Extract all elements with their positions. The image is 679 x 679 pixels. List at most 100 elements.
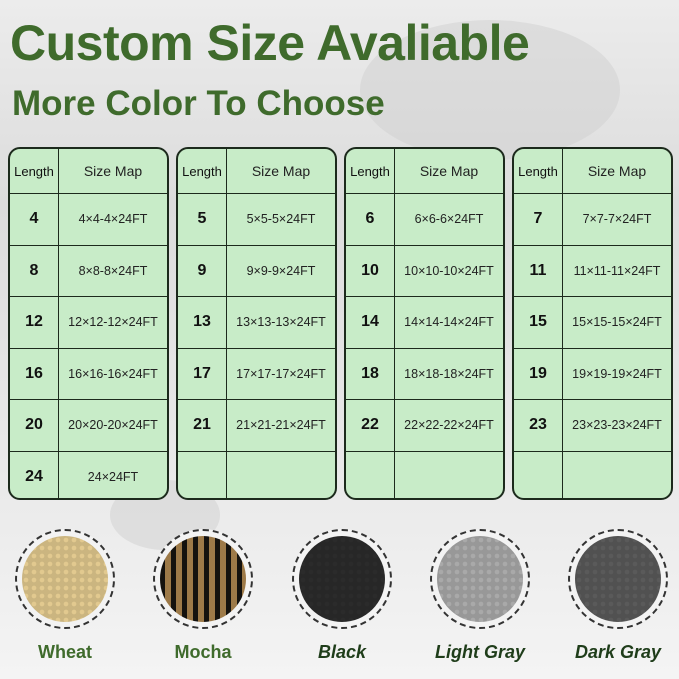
table-header: Length Size Map — [10, 149, 167, 194]
size-map-header: Size Map — [587, 163, 647, 179]
length-cell: 14 — [346, 297, 395, 348]
length-cell: 16 — [10, 348, 59, 399]
size-cell: 17×17-17×24FT — [236, 366, 326, 381]
table-row: 6 6×6-6×24FT — [346, 194, 503, 246]
size-cell: 22×22-22×24FT — [404, 418, 494, 433]
size-cell: 12×12-12×24FT — [68, 315, 158, 330]
color-label: Mocha — [174, 642, 232, 662]
table-row — [514, 451, 671, 499]
size-cell: 4×4-4×24FT — [78, 212, 148, 227]
length-cell: 8 — [10, 245, 59, 296]
table-row: 5 5×5-5×24FT — [178, 194, 335, 246]
table-row: 12 12×12-12×24FT — [10, 297, 167, 349]
size-cell — [563, 452, 671, 499]
table-row: 18 18×18-18×24FT — [346, 348, 503, 400]
length-cell: 22 — [346, 400, 395, 451]
length-cell: 12 — [10, 297, 59, 348]
page-subtitle: More Color To Choose — [12, 84, 385, 123]
size-cell — [395, 452, 503, 499]
size-cell: 21×21-21×24FT — [236, 418, 326, 433]
size-cell: 24×24FT — [87, 470, 139, 485]
length-cell: 4 — [10, 194, 59, 245]
table-row: 21 21×21-21×24FT — [178, 400, 335, 452]
length-cell: 24 — [10, 451, 59, 498]
size-cell: 23×23-23×24FT — [572, 418, 662, 433]
table-row: 7 7×7-7×24FT — [514, 194, 671, 246]
length-cell: 7 — [514, 194, 563, 245]
length-cell: 5 — [178, 194, 227, 245]
table-row: 20 20×20-20×24FT — [10, 400, 167, 452]
length-cell: 6 — [346, 194, 395, 245]
table-row: 17 17×17-17×24FT — [178, 348, 335, 400]
size-cell: 14×14-14×24FT — [404, 315, 494, 330]
table-row — [346, 451, 503, 499]
size-cell: 9×9-9×24FT — [246, 263, 316, 278]
size-cell — [227, 452, 335, 499]
size-cell: 10×10-10×24FT — [404, 263, 494, 278]
size-cell: 16×16-16×24FT — [68, 366, 158, 381]
size-cell: 6×6-6×24FT — [414, 212, 484, 227]
length-cell: 20 — [10, 400, 59, 451]
page-title: Custom Size Avaliable — [10, 15, 530, 71]
size-map-header: Size Map — [83, 163, 143, 179]
size-cell: 13×13-13×24FT — [236, 315, 326, 330]
size-cell: 5×5-5×24FT — [246, 212, 316, 227]
color-label: Dark Gray — [574, 642, 662, 662]
length-cell: 17 — [178, 348, 227, 399]
size-cell: 20×20-20×24FT — [68, 418, 158, 433]
table-header: Length Size Map — [514, 149, 671, 194]
length-header: Length — [514, 149, 563, 193]
color-swatch-black[interactable] — [292, 529, 392, 629]
size-table: Length Size Map 4 4×4-4×24FT 8 8×8-8×24FT 12 12… — [8, 147, 169, 500]
size-cell: 19×19-19×24FT — [572, 366, 662, 381]
length-header: Length — [10, 149, 59, 193]
length-cell: 13 — [178, 297, 227, 348]
table-row: 15 15×15-15×24FT — [514, 297, 671, 349]
length-cell: 9 — [178, 245, 227, 296]
table-row: 8 8×8-8×24FT — [10, 245, 167, 297]
size-cell: 11×11-11×24FT — [573, 263, 661, 278]
length-cell: 15 — [514, 297, 563, 348]
color-label: Black — [317, 642, 367, 662]
table-header: Length Size Map — [346, 149, 503, 194]
length-header: Length — [178, 149, 227, 193]
length-cell: 18 — [346, 348, 395, 399]
table-row: 9 9×9-9×24FT — [178, 245, 335, 297]
length-header: Length — [346, 149, 395, 193]
color-swatch-mocha[interactable] — [153, 529, 253, 629]
table-row: 13 13×13-13×24FT — [178, 297, 335, 349]
table-row: 22 22×22-22×24FT — [346, 400, 503, 452]
color-swatch-wheat[interactable] — [15, 529, 115, 629]
table-row: 10 10×10-10×24FT — [346, 245, 503, 297]
color-swatch-light-gray[interactable] — [430, 529, 530, 629]
size-cell: 15×15-15×24FT — [572, 315, 662, 330]
table-row: 4 4×4-4×24FT — [10, 194, 167, 246]
table-header: Length Size Map — [178, 149, 335, 194]
length-cell: 23 — [514, 400, 563, 451]
table-row: 19 19×19-19×24FT — [514, 348, 671, 400]
table-row — [178, 451, 335, 499]
table-row: 14 14×14-14×24FT — [346, 297, 503, 349]
color-label: Wheat — [38, 642, 92, 662]
length-cell — [178, 451, 227, 498]
length-cell — [514, 451, 563, 498]
size-table: Length Size Map 5 5×5-5×24FT 9 9×9-9×24FT 13 13… — [176, 147, 337, 500]
size-table: Length Size Map 6 6×6-6×24FT 10 10×10-10×24FT… — [344, 147, 505, 500]
size-map-header: Size Map — [251, 163, 311, 179]
color-swatch-dark-gray[interactable] — [568, 529, 668, 629]
size-cell: 7×7-7×24FT — [582, 212, 652, 227]
size-table: Length Size Map 7 7×7-7×24FT 11 11×11-11×24FT… — [512, 147, 673, 500]
table-row: 16 16×16-16×24FT — [10, 348, 167, 400]
size-cell: 8×8-8×24FT — [78, 263, 148, 278]
size-cell: 18×18-18×24FT — [404, 366, 494, 381]
background-machine — [360, 20, 620, 160]
length-cell: 19 — [514, 348, 563, 399]
length-cell — [346, 451, 395, 498]
table-row: 24 24×24FT — [10, 451, 167, 498]
length-cell: 11 — [514, 245, 563, 296]
length-cell: 10 — [346, 245, 395, 296]
table-row: 11 11×11-11×24FT — [514, 245, 671, 297]
color-label: Light Gray — [434, 642, 525, 662]
size-map-header: Size Map — [419, 163, 479, 179]
table-row: 23 23×23-23×24FT — [514, 400, 671, 452]
